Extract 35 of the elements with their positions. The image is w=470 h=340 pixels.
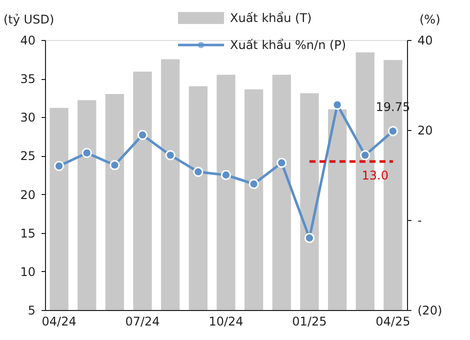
- x-tick-label: 01/25: [292, 314, 327, 328]
- point: [82, 148, 92, 158]
- y-tick-label: 35: [20, 72, 36, 86]
- point: [193, 166, 204, 177]
- point: [304, 232, 315, 244]
- x-tick-label: 10/24: [208, 314, 244, 328]
- point: [220, 170, 232, 180]
- legend-label: Xuất khẩu %n/n (P): [230, 38, 346, 52]
- point: [248, 178, 259, 190]
- y-axis-title: (tỷ USD): [4, 12, 54, 26]
- y-tick-label: 10: [20, 264, 36, 279]
- point: [332, 100, 342, 110]
- y2-tick-label: -: [418, 214, 422, 228]
- point: [388, 126, 398, 136]
- y2-tick-label: 20: [418, 124, 433, 138]
- point: [360, 150, 370, 160]
- y-tick-label: 15: [20, 226, 36, 240]
- x-tick-label: 04/25: [376, 314, 410, 328]
- y-tick-label: 30: [20, 110, 36, 125]
- point: [54, 160, 64, 172]
- y-tick-label: 25: [20, 149, 36, 164]
- point: [137, 130, 148, 140]
- ref-line-label: 13.0: [362, 168, 388, 182]
- point: [276, 158, 287, 168]
- y2-axis-title: (%): [420, 12, 440, 26]
- y-tick-label: 40: [20, 34, 36, 48]
- legend-label: Xuất khẩu (T): [230, 11, 312, 25]
- y2-tick-label: 40: [418, 34, 433, 48]
- y-tick-label: 20: [20, 188, 36, 202]
- x-tick-label: 07/24: [125, 314, 160, 328]
- x-tick-label: 04/24: [42, 314, 76, 328]
- y-tick-label: 5: [28, 304, 36, 318]
- y2-tick-label: (20): [418, 304, 442, 318]
- point: [110, 160, 120, 170]
- point: [165, 150, 176, 160]
